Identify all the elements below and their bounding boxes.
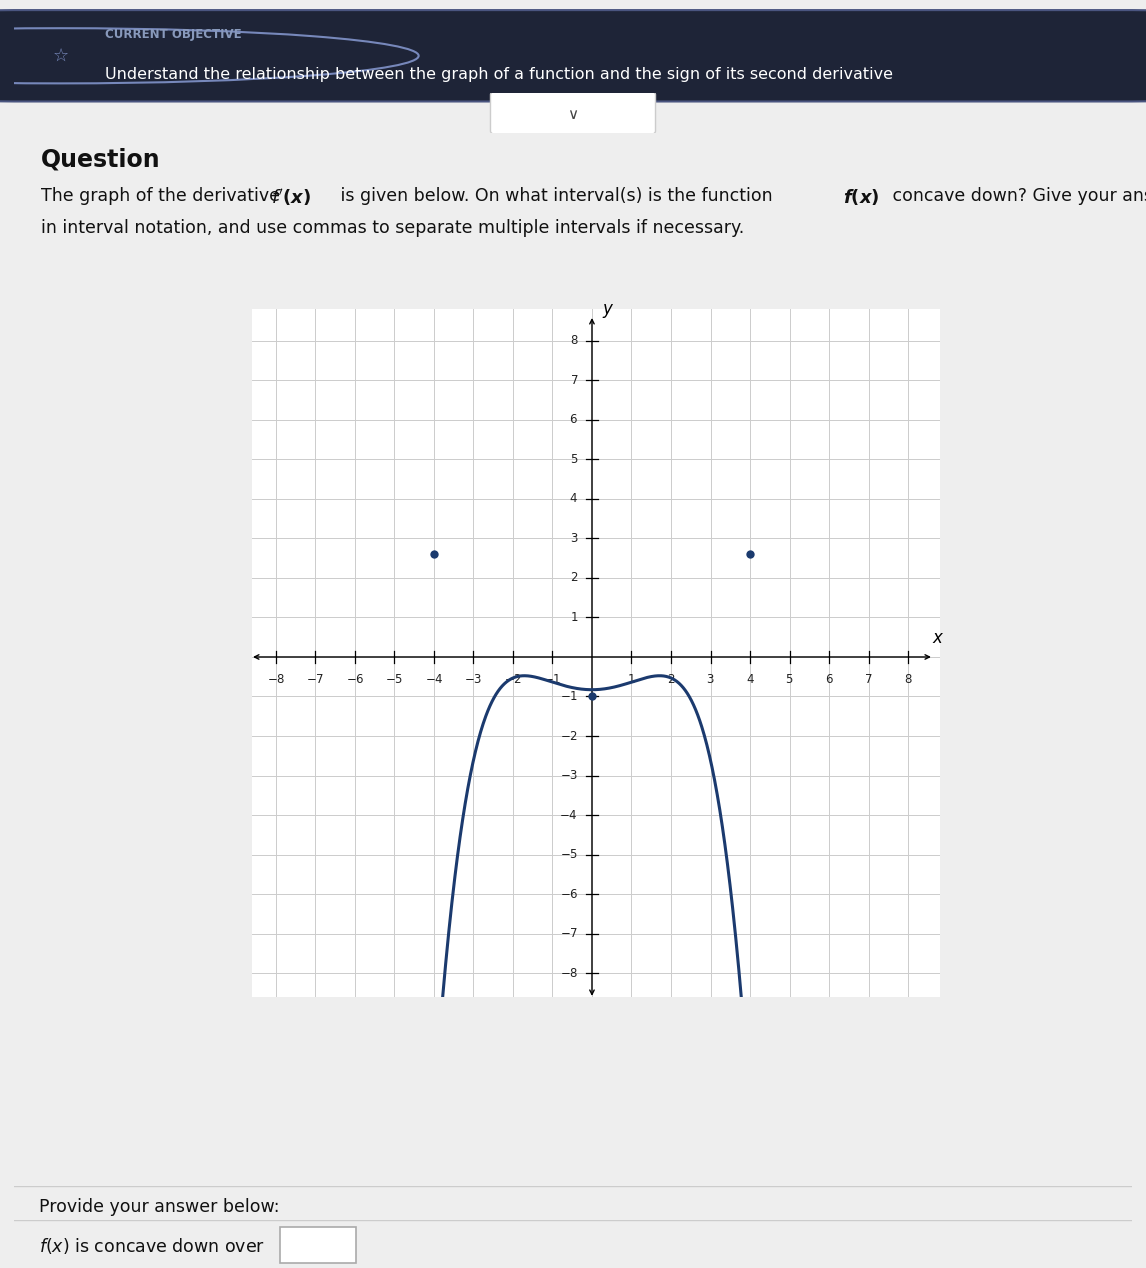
- Text: Question: Question: [40, 148, 160, 172]
- Text: $5$: $5$: [785, 673, 794, 686]
- Text: $1$: $1$: [627, 673, 636, 686]
- Text: in interval notation, and use commas to separate multiple intervals if necessary: in interval notation, and use commas to …: [40, 219, 744, 237]
- Text: ∨: ∨: [567, 108, 579, 123]
- Text: $4$: $4$: [746, 673, 754, 686]
- Text: $f(x)$ is concave down over: $f(x)$ is concave down over: [39, 1236, 266, 1257]
- Text: $8$: $8$: [570, 335, 578, 347]
- Text: $8$: $8$: [904, 673, 912, 686]
- Text: $-6$: $-6$: [559, 888, 578, 900]
- FancyBboxPatch shape: [0, 10, 1146, 101]
- Text: $-3$: $-3$: [559, 768, 578, 782]
- Text: $-4$: $-4$: [424, 673, 444, 686]
- Text: $3$: $3$: [706, 673, 715, 686]
- Text: $-8$: $-8$: [267, 673, 285, 686]
- Text: Understand the relationship between the graph of a function and the sign of its : Understand the relationship between the …: [105, 67, 894, 82]
- Text: The graph of the derivative: The graph of the derivative: [40, 186, 285, 205]
- Text: $\boldsymbol{f'(x)}$: $\boldsymbol{f'(x)}$: [270, 186, 312, 208]
- Text: $-8$: $-8$: [559, 966, 578, 980]
- Text: $6$: $6$: [570, 413, 578, 426]
- Text: $-1$: $-1$: [543, 673, 562, 686]
- Text: $-3$: $-3$: [464, 673, 482, 686]
- Text: $-4$: $-4$: [559, 809, 578, 822]
- Text: Provide your answer below:: Provide your answer below:: [39, 1197, 280, 1216]
- FancyBboxPatch shape: [280, 1227, 356, 1263]
- Text: $-5$: $-5$: [560, 848, 578, 861]
- Text: $x$: $x$: [932, 629, 944, 647]
- Text: $y$: $y$: [602, 302, 614, 321]
- Text: $-2$: $-2$: [504, 673, 523, 686]
- Text: $4$: $4$: [570, 492, 578, 506]
- FancyBboxPatch shape: [490, 89, 656, 137]
- Text: $7$: $7$: [864, 673, 873, 686]
- Text: $7$: $7$: [570, 374, 578, 387]
- Text: $6$: $6$: [825, 673, 833, 686]
- Text: $-7$: $-7$: [559, 927, 578, 940]
- Text: $2$: $2$: [667, 673, 675, 686]
- Text: $-2$: $-2$: [560, 729, 578, 743]
- Text: $-1$: $-1$: [560, 690, 578, 702]
- Text: concave down? Give your answer: concave down? Give your answer: [887, 186, 1146, 205]
- Text: $\boldsymbol{f(x)}$: $\boldsymbol{f(x)}$: [842, 186, 879, 207]
- Text: ☆: ☆: [53, 47, 69, 65]
- Text: is given below. On what interval(s) is the function: is given below. On what interval(s) is t…: [335, 186, 778, 205]
- Text: $-7$: $-7$: [306, 673, 324, 686]
- Text: $3$: $3$: [570, 531, 578, 545]
- Text: $2$: $2$: [570, 572, 578, 585]
- Text: $-5$: $-5$: [385, 673, 403, 686]
- Text: CURRENT OBJECTIVE: CURRENT OBJECTIVE: [105, 28, 242, 41]
- Text: $5$: $5$: [570, 453, 578, 465]
- Text: $-6$: $-6$: [346, 673, 364, 686]
- Text: $1$: $1$: [570, 611, 578, 624]
